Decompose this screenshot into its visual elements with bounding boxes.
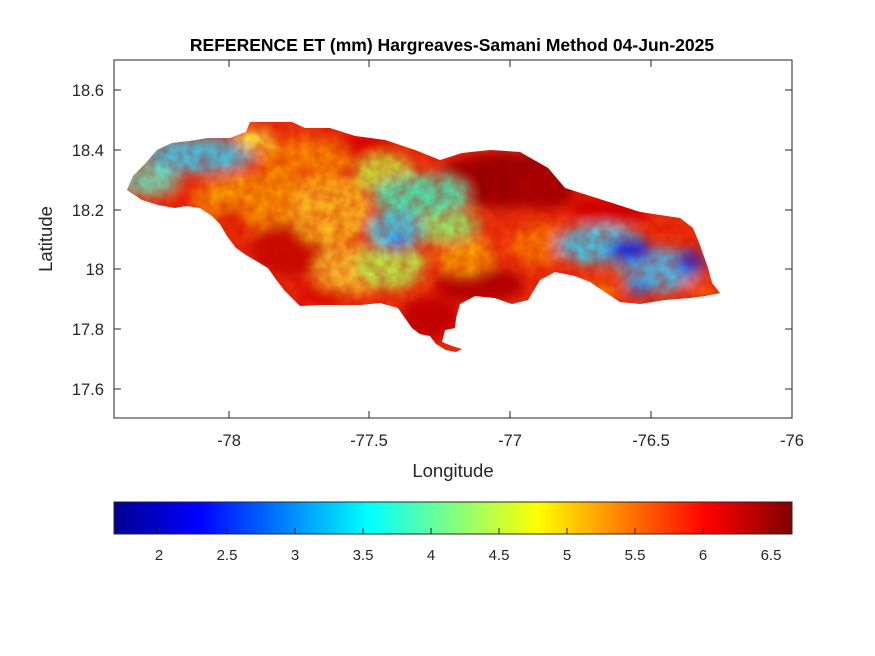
x-tick-labels: -78 -77.5 -77 -76.5 -76: [217, 432, 804, 450]
y-tick-label: 18.4: [72, 142, 104, 160]
x-tick-label: -78: [217, 432, 241, 450]
colorbar-tick-label: 3: [291, 547, 299, 564]
colorbar-tick-marks: [158, 528, 772, 534]
x-axis-label: Longitude: [412, 460, 493, 481]
x-tick-marks: [228, 60, 793, 418]
chart-title: REFERENCE ET (mm) Hargreaves-Samani Meth…: [190, 35, 714, 55]
colorbar: [113, 501, 793, 535]
y-tick-label: 17.6: [72, 381, 104, 399]
x-tick-label: -77: [498, 432, 522, 450]
x-tick-label: -77.5: [350, 432, 388, 450]
colorbar-tick-label: 4.5: [489, 547, 510, 564]
colorbar-tick-label: 2.5: [217, 547, 238, 564]
x-tick-label: -76: [780, 432, 804, 450]
y-tick-labels: 18.6 18.4 18.2 18 17.8 17.6: [72, 82, 104, 399]
y-tick-marks: [114, 89, 792, 390]
y-tick-label: 17.8: [72, 321, 104, 339]
y-tick-label: 18.2: [72, 202, 104, 220]
y-axis-label: Latitude: [35, 206, 56, 272]
colorbar-tick-label: 4: [427, 547, 435, 564]
colorbar-tick-label: 3.5: [353, 547, 374, 564]
colorbar-tick-label: 5: [563, 547, 571, 564]
y-tick-label: 18.6: [72, 82, 104, 100]
y-tick-label: 18: [86, 261, 104, 279]
colorbar-tick-label: 6.5: [761, 547, 782, 564]
colorbar-tick-label: 6: [699, 547, 707, 564]
colorbar-tick-labels: 2 2.5 3 3.5 4 4.5 5 5.5 6 6.5: [155, 547, 782, 564]
colorbar-tick-label: 2: [155, 547, 163, 564]
colorbar-tick-label: 5.5: [625, 547, 646, 564]
x-tick-label: -76.5: [632, 432, 670, 450]
